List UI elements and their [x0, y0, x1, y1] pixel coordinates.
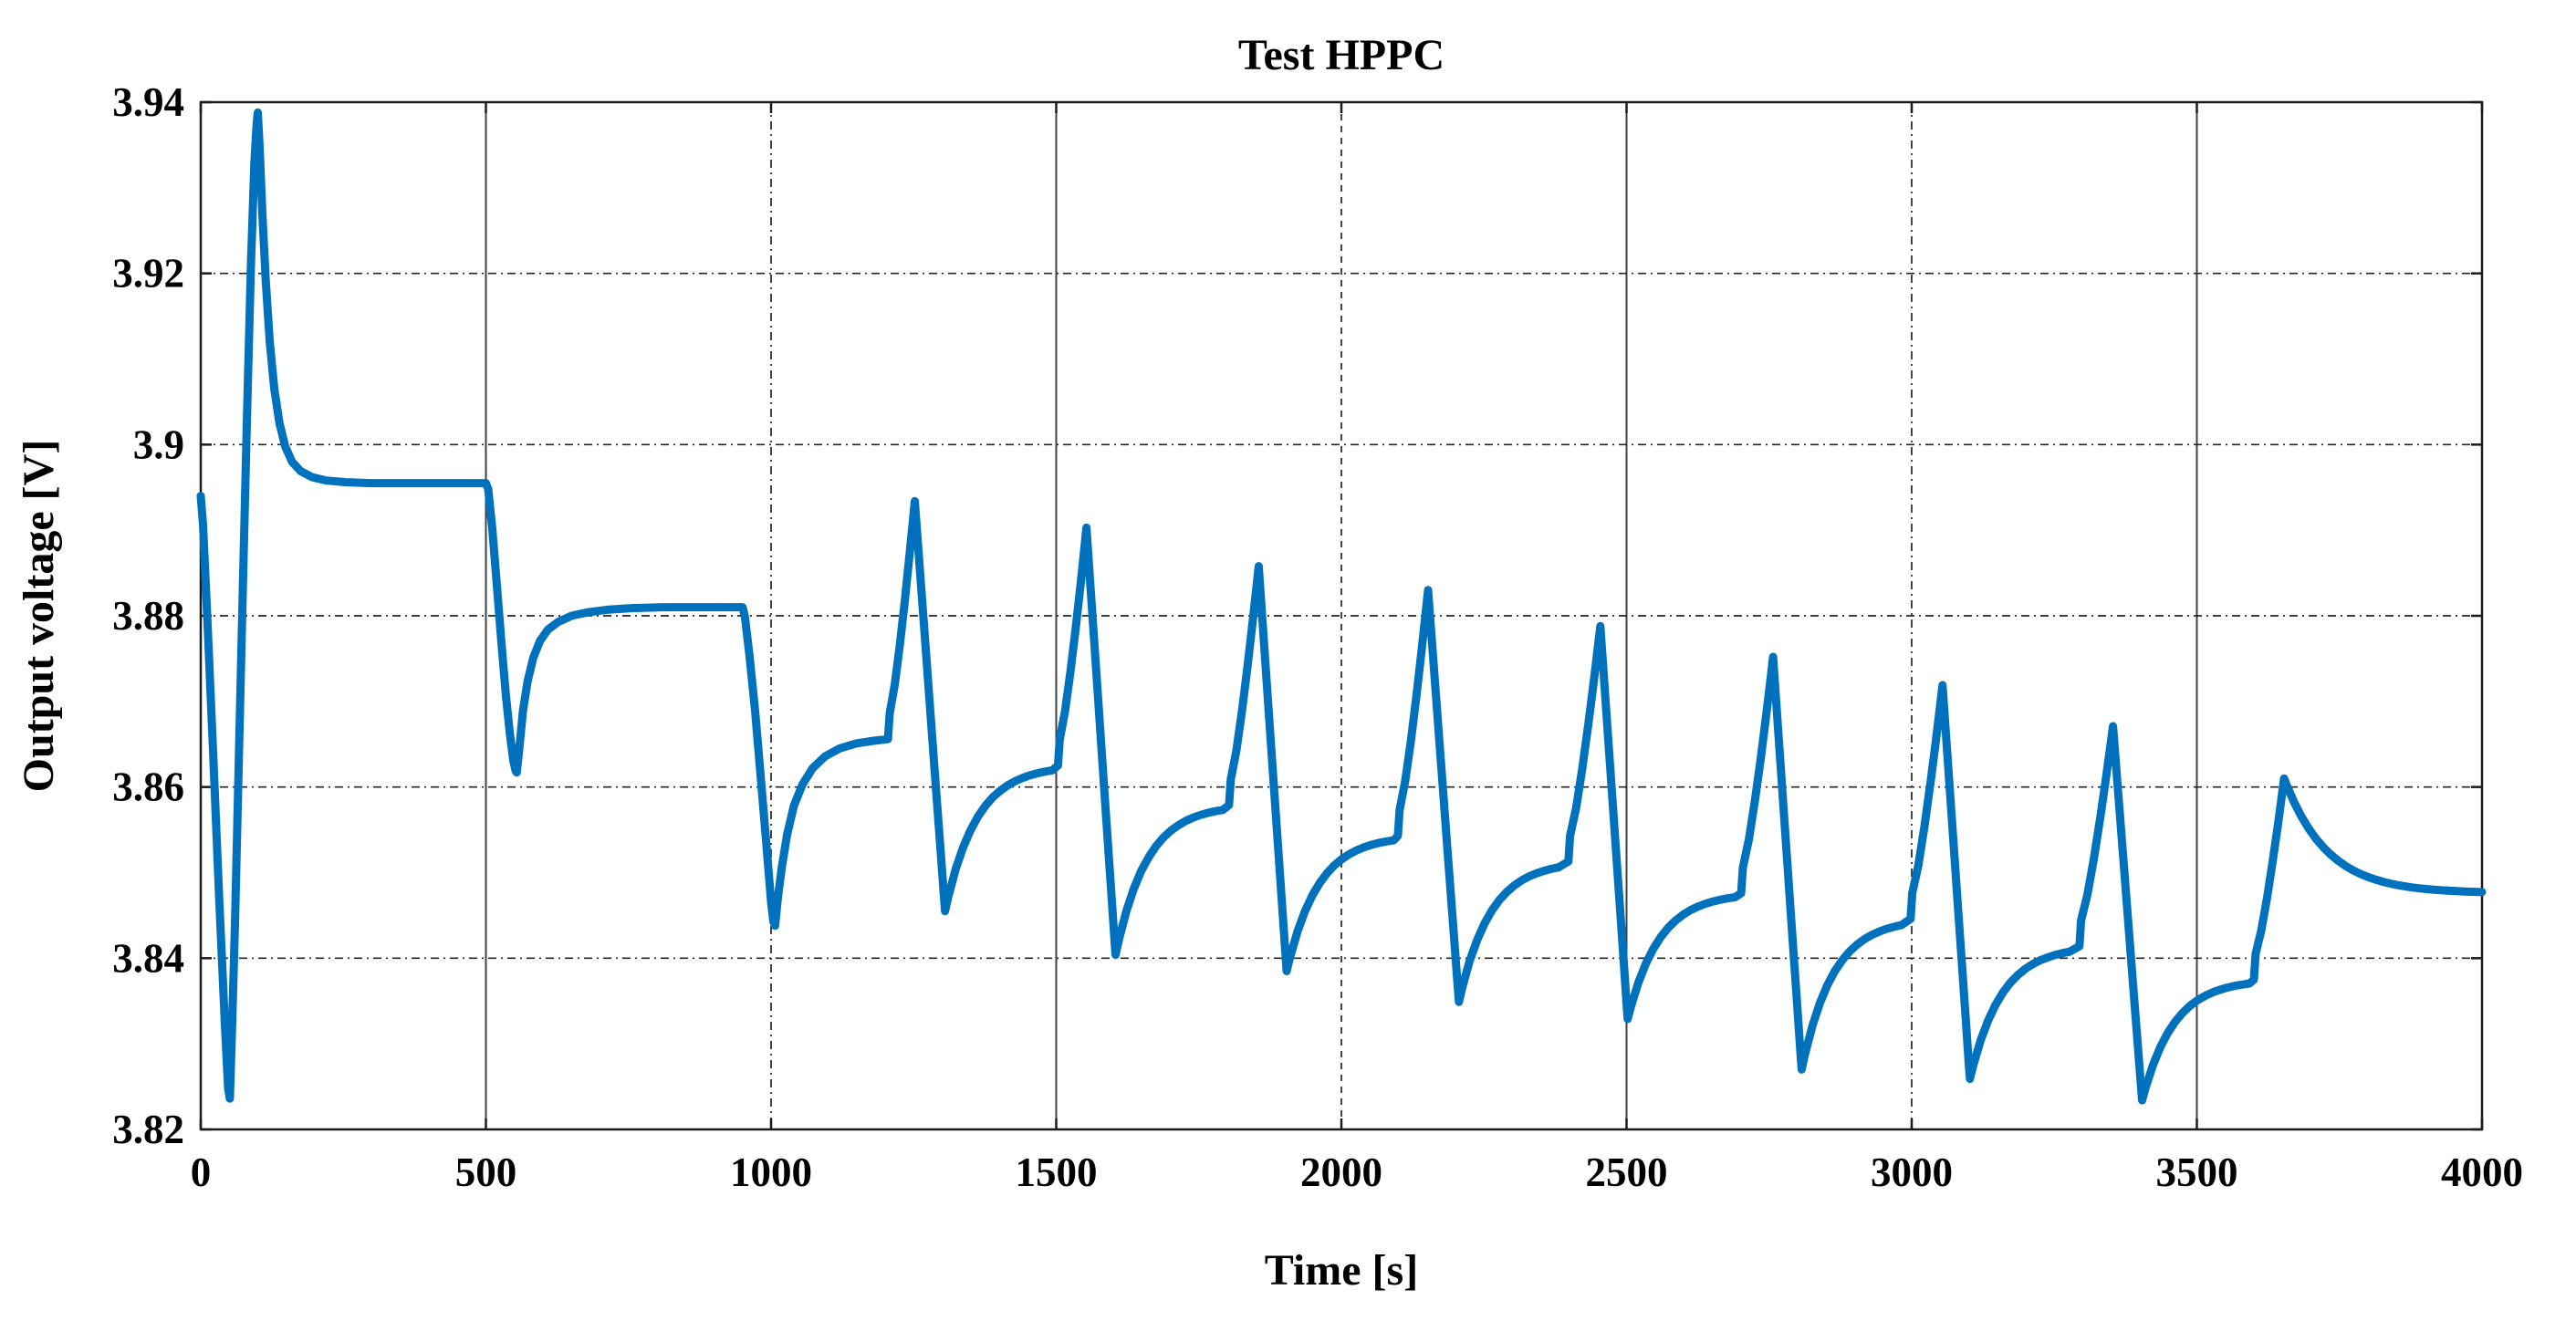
x-tick-label: 3500 [2156, 1149, 2238, 1195]
y-tick-label: 3.9 [133, 421, 184, 467]
tick-labels: 0 500 1000 1500 2000 2500 3000 3500 4000 3.82 3.84… [112, 79, 2523, 1195]
x-tick-label: 4000 [2441, 1149, 2523, 1195]
y-tick-label: 3.88 [112, 593, 184, 639]
y-tick-label: 3.82 [112, 1107, 184, 1152]
x-tick-label: 1000 [730, 1149, 812, 1195]
y-tick-label: 3.92 [112, 251, 184, 296]
y-axis-label: Output voltage [V] [15, 440, 63, 793]
y-tick-label: 3.94 [112, 79, 184, 125]
x-tick-label: 3000 [1871, 1149, 1953, 1195]
x-tick-label: 500 [455, 1149, 517, 1195]
y-tick-label: 3.86 [112, 765, 184, 810]
plot-box [199, 100, 2484, 1131]
grid-lines [201, 102, 2482, 1129]
x-tick-label: 2000 [1300, 1149, 1382, 1195]
x-tick-label: 1500 [1016, 1149, 1098, 1195]
x-tick-label: 0 [191, 1149, 212, 1195]
y-tick-label: 3.84 [112, 935, 184, 981]
x-tick-label: 2500 [1586, 1149, 1668, 1195]
chart-title: Test HPPC [1238, 31, 1444, 79]
voltage-line [196, 108, 2487, 1105]
x-axis-label: Time [s] [1265, 1246, 1418, 1295]
